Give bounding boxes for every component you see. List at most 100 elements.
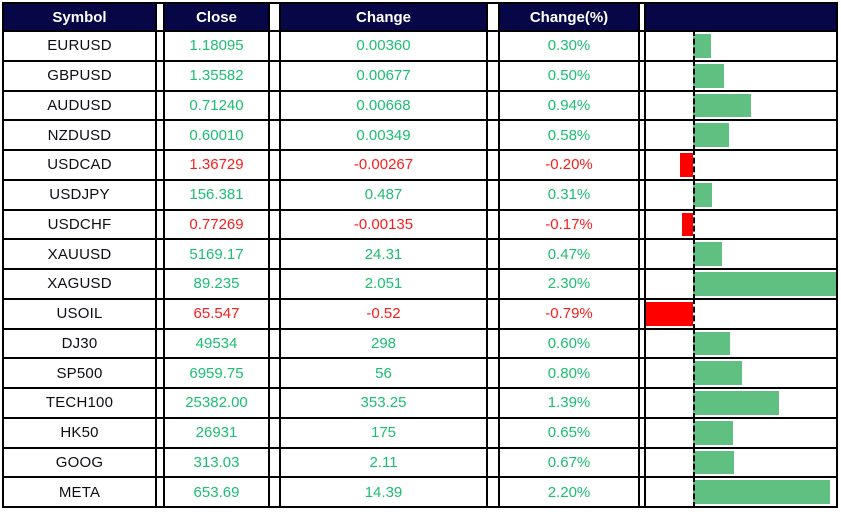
change-bar [692, 331, 730, 356]
symbol-cell: AUDUSD [2, 91, 157, 120]
table-row[interactable]: META 653.69 14.39 2.20% [2, 478, 838, 508]
change-value: 56 [375, 364, 392, 382]
symbol-label: TECH100 [45, 394, 114, 412]
change-pct-cell: 0.65% [498, 418, 640, 447]
table-row[interactable]: TECH100 25382.00 353.25 1.39% [2, 389, 838, 419]
close-cell: 26931 [163, 418, 270, 447]
column-spacer [488, 91, 498, 120]
close-cell: 0.77269 [163, 210, 270, 239]
zero-axis-line [692, 61, 695, 90]
close-value: 6959.75 [189, 364, 244, 382]
close-value: 89.235 [193, 275, 240, 293]
close-value: 49534 [195, 334, 238, 352]
column-spacer [157, 180, 163, 209]
column-spacer [488, 329, 498, 358]
table-row[interactable]: USDJPY 156.381 0.487 0.31% [2, 180, 838, 211]
change-bar-cell [644, 180, 838, 209]
column-spacer [640, 121, 644, 149]
table-row[interactable]: DJ30 49534 298 0.60% [2, 329, 838, 360]
change-bar [692, 34, 712, 58]
column-spacer [488, 478, 498, 506]
change-pct-cell: 0.58% [498, 121, 640, 149]
column-spacer [488, 389, 498, 417]
table-row[interactable]: EURUSD 1.18095 0.00360 0.30% [2, 32, 838, 62]
column-spacer [640, 270, 644, 298]
table-row[interactable]: USOIL 65.547 -0.52 -0.79% [2, 299, 838, 330]
table-row[interactable]: AUDUSD 0.71240 0.00668 0.94% [2, 91, 838, 122]
change-pct-cell: 0.94% [498, 91, 640, 120]
column-spacer [270, 61, 279, 90]
table-row[interactable]: USDCHF 0.77269 -0.00135 -0.17% [2, 210, 838, 241]
column-spacer [157, 32, 163, 60]
symbol-cell: XAUUSD [2, 240, 157, 268]
table-row[interactable]: XAUUSD 5169.17 24.31 0.47% [2, 240, 838, 270]
close-cell: 49534 [163, 329, 270, 358]
change-cell: 0.00360 [279, 32, 488, 60]
change-pct-value: 0.30% [547, 37, 591, 55]
column-spacer [157, 329, 163, 358]
change-pct-value: 0.94% [547, 96, 591, 114]
zero-axis-line [692, 359, 695, 387]
symbol-cell: SP500 [2, 359, 157, 387]
table-row[interactable]: GOOG 313.03 2.11 0.67% [2, 448, 838, 479]
change-bar-cell [644, 91, 838, 120]
symbol-label: DJ30 [61, 334, 98, 352]
close-value: 653.69 [193, 483, 240, 501]
change-cell: 0.487 [279, 180, 488, 209]
header-change-pct: Change(%) [498, 4, 640, 30]
column-spacer [270, 151, 279, 179]
change-bar [692, 123, 729, 147]
table-row[interactable]: SP500 6959.75 56 0.80% [2, 359, 838, 389]
column-spacer [488, 448, 498, 477]
column-spacer [640, 180, 644, 209]
change-cell: 298 [279, 329, 488, 358]
table-row[interactable]: XAGUSD 89.235 2.051 2.30% [2, 270, 838, 300]
close-value: 5169.17 [189, 245, 244, 263]
zero-axis-line [692, 270, 695, 298]
change-bar [692, 420, 734, 445]
change-bar-cell [644, 389, 838, 417]
table-row[interactable]: HK50 26931 175 0.65% [2, 418, 838, 449]
column-spacer [270, 240, 279, 268]
change-pct-value: 0.58% [547, 126, 591, 144]
change-pct-value: 0.60% [547, 334, 591, 352]
change-bar [692, 63, 724, 88]
change-bar-cell [644, 329, 838, 358]
close-value: 1.36729 [189, 156, 244, 174]
change-bar-cell [644, 270, 838, 298]
change-cell: 2.11 [279, 448, 488, 477]
column-spacer [270, 359, 279, 387]
column-spacer [157, 240, 163, 268]
table-row[interactable]: GBPUSD 1.35582 0.00677 0.50% [2, 61, 838, 92]
column-spacer [270, 210, 279, 239]
change-pct-value: 0.65% [547, 424, 591, 442]
change-bar-cell [644, 240, 838, 268]
table-row[interactable]: USDCAD 1.36729 -0.00267 -0.20% [2, 151, 838, 181]
change-bar [692, 391, 780, 415]
symbol-cell: TECH100 [2, 389, 157, 417]
change-pct-cell: -0.20% [498, 151, 640, 179]
column-spacer [157, 91, 163, 120]
change-cell: 0.00349 [279, 121, 488, 149]
change-value: 0.00360 [356, 37, 411, 55]
column-spacer [270, 121, 279, 149]
close-value: 65.547 [193, 305, 240, 323]
close-value: 0.60010 [189, 126, 244, 144]
close-cell: 0.60010 [163, 121, 270, 149]
change-bar-cell [644, 418, 838, 447]
column-spacer [488, 32, 498, 60]
column-spacer [157, 151, 163, 179]
table-row[interactable]: NZDUSD 0.60010 0.00349 0.58% [2, 121, 838, 151]
change-pct-value: -0.79% [545, 305, 593, 323]
change-bar-cell [644, 299, 838, 328]
column-spacer [488, 240, 498, 268]
change-pct-cell: 0.30% [498, 32, 640, 60]
close-value: 313.03 [193, 453, 240, 471]
header-change-label: Change [355, 8, 411, 26]
change-pct-value: 0.47% [547, 245, 591, 263]
change-pct-value: 0.67% [547, 453, 591, 471]
symbol-label: EURUSD [47, 37, 112, 55]
change-pct-value: -0.17% [545, 215, 593, 233]
header-symbol: Symbol [2, 4, 157, 30]
column-spacer [270, 448, 279, 477]
